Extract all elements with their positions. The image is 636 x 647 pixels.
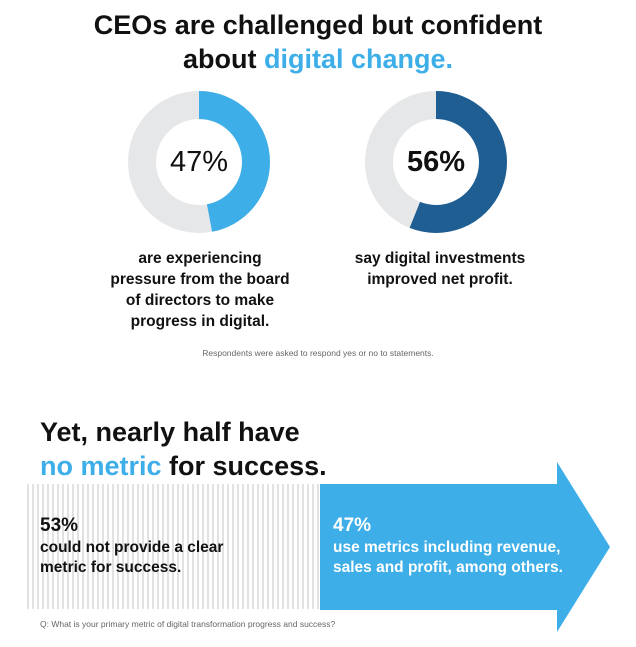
stat-no-metric-line: could not provide a clear bbox=[40, 539, 224, 556]
donut-svg-pressure bbox=[128, 91, 270, 233]
donut-percent-profit: 56% bbox=[406, 146, 466, 178]
donut-chart-profit: 56% bbox=[362, 88, 510, 236]
footnote-question: Q: What is your primary metric of digita… bbox=[40, 619, 336, 629]
title-line-2-accent: digital change. bbox=[263, 44, 454, 74]
caption-pressure-line: of directors to make bbox=[125, 292, 275, 309]
section-title-accent: no metric bbox=[40, 451, 162, 481]
stat-metrics-percent: 47% bbox=[333, 515, 372, 536]
arrow-bar-segment-metrics bbox=[320, 462, 610, 632]
title-line-2-prefix: about bbox=[182, 44, 264, 74]
caption-profit-line: say digital investments bbox=[354, 250, 526, 267]
title-line-1: CEOs are challenged but confident bbox=[93, 10, 543, 40]
donut-arc-pressure bbox=[128, 91, 270, 233]
footnote-respondents: Respondents were asked to respond yes or… bbox=[202, 348, 434, 358]
caption-profit: say digital investments improved net pro… bbox=[330, 248, 550, 290]
section-title: Yet, nearly half have no metric for succ… bbox=[40, 415, 327, 483]
main-title: CEOs are challenged but confident about … bbox=[0, 8, 636, 76]
stat-no-metric-line: metric for success. bbox=[40, 559, 182, 576]
caption-pressure-line: progress in digital. bbox=[130, 313, 270, 330]
donut-arc-profit bbox=[365, 91, 507, 233]
donut-chart-pressure: 47% bbox=[125, 88, 273, 236]
section-title-line-1: Yet, nearly half have bbox=[40, 417, 300, 447]
caption-pressure-line: are experiencing bbox=[138, 250, 262, 267]
caption-pressure: are experiencing pressure from the board… bbox=[100, 248, 300, 332]
stat-no-metric-percent: 53% bbox=[40, 515, 79, 536]
stat-metrics-line: use metrics including revenue, bbox=[333, 539, 561, 556]
stat-metrics: 47% use metrics including revenue, sales… bbox=[333, 514, 563, 578]
stat-metrics-line: sales and profit, among others. bbox=[333, 559, 563, 576]
bar-segment-no-metric bbox=[27, 484, 320, 609]
caption-pressure-line: pressure from the board bbox=[110, 271, 290, 288]
stat-no-metric: 53% could not provide a clear metric for… bbox=[40, 514, 223, 578]
donut-svg-profit bbox=[365, 91, 507, 233]
caption-profit-line: improved net profit. bbox=[367, 271, 513, 288]
donut-percent-pressure: 47% bbox=[169, 146, 229, 178]
arrow-shape bbox=[320, 462, 610, 632]
section-title-suffix: for success. bbox=[161, 451, 327, 481]
